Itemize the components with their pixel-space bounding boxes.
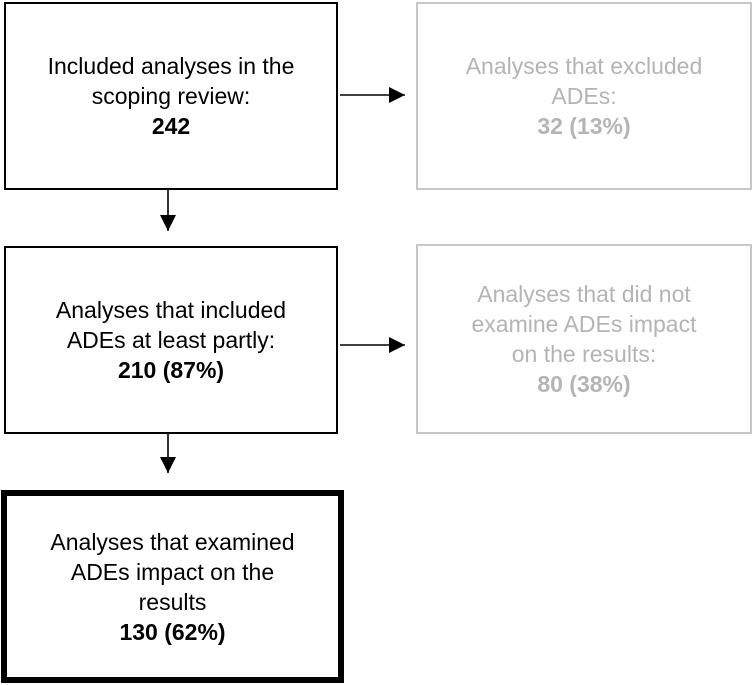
node-did-not-examine-impact: Analyses that did not examine ADEs impac… [416,244,752,434]
node-examined-count: 130 (62%) [119,618,226,645]
node-not-examined-text-line-1: Analyses that did not [477,281,691,307]
node-excluded-count: 32 (13%) [537,113,631,139]
node-not-examined-count: 80 (38%) [537,371,631,397]
node-included-text-line-2: scoping review: [91,83,251,109]
node-examined-impact: Analyses that examined ADEs impact on th… [1,490,344,683]
node-examined-text-line-3: results [138,588,207,615]
node-included-analyses: Included analyses in the scoping review:… [4,2,338,190]
node-excluded-text-line-1: Analyses that excluded [465,53,703,79]
node-partly-text-line-2: ADEs at least partly: [66,327,276,353]
node-not-examined-text-line-2: examine ADEs impact [471,311,697,337]
node-included-text-line-1: Included analyses in the [47,53,295,79]
node-examined-text-line-1: Analyses that examined [50,528,295,555]
node-included-ades-partly: Analyses that included ADEs at least par… [4,246,338,434]
node-partly-count: 210 (87%) [117,357,225,383]
node-not-examined-text-line-3: on the results: [511,341,657,367]
node-excluded-ades: Analyses that excluded ADEs: 32 (13%) [416,2,752,190]
node-partly-text-line-1: Analyses that included [55,297,287,323]
node-included-count: 242 [151,113,191,139]
node-excluded-text-line-2: ADEs: [551,83,617,109]
node-examined-text-line-2: ADEs impact on the [70,558,275,585]
